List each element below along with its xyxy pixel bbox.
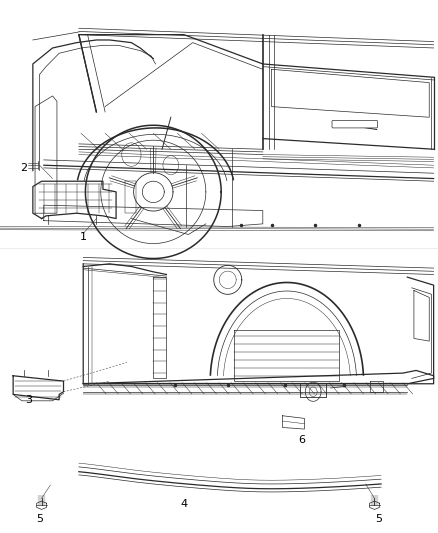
Text: 5: 5 bbox=[375, 514, 382, 523]
Text: 1: 1 bbox=[80, 232, 87, 242]
Text: 5: 5 bbox=[36, 514, 43, 523]
Text: 3: 3 bbox=[25, 395, 32, 405]
Text: 4: 4 bbox=[180, 499, 187, 508]
FancyBboxPatch shape bbox=[332, 120, 378, 128]
Text: 2: 2 bbox=[21, 163, 28, 173]
Text: 6: 6 bbox=[299, 435, 306, 445]
